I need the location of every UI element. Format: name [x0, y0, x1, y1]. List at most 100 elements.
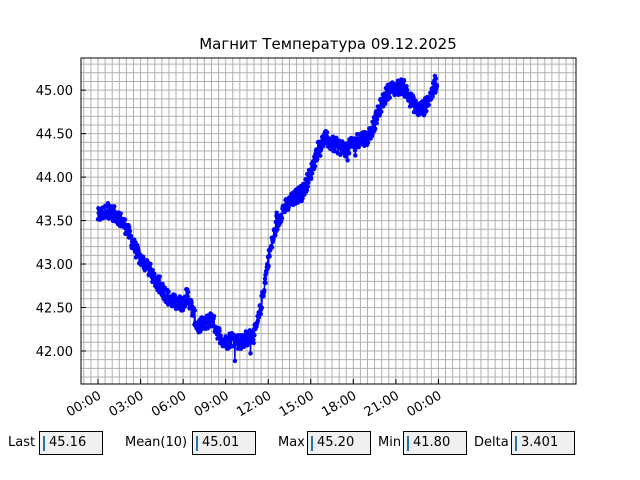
data-point	[397, 87, 402, 93]
data-point	[286, 204, 291, 210]
data-point	[118, 211, 123, 216]
cursor-caret	[311, 436, 313, 451]
data-point	[251, 337, 256, 342]
data-point	[128, 233, 134, 239]
y-tick-label: 43.00	[36, 258, 73, 273]
grid	[81, 58, 576, 384]
data-point	[275, 227, 280, 232]
data-point	[279, 215, 285, 221]
data-point	[238, 346, 244, 351]
data-point	[310, 171, 315, 176]
cursor-caret	[43, 436, 45, 451]
data-point	[405, 87, 410, 93]
data-point	[324, 130, 330, 135]
max-value-field[interactable]: 45.20	[307, 431, 371, 455]
data-point	[150, 267, 155, 273]
data-point	[152, 271, 157, 276]
data-point	[318, 153, 323, 158]
mean-value: 45.01	[202, 435, 240, 450]
x-tick-label: 00:00	[64, 388, 104, 420]
max-label: Max	[278, 435, 305, 450]
max-value: 45.20	[317, 435, 355, 450]
mean-label: Mean(10)	[125, 435, 188, 450]
data-point	[426, 102, 431, 108]
cursor-caret	[515, 436, 517, 451]
data-point	[127, 229, 133, 234]
x-tick-label: 12:00	[234, 388, 274, 420]
data-point	[256, 315, 262, 320]
data-point	[413, 98, 418, 103]
data-point	[373, 126, 378, 131]
data-point	[160, 281, 165, 287]
cursor-caret	[196, 436, 198, 451]
data-point	[105, 201, 111, 206]
data-point	[218, 333, 223, 338]
delta-value: 3.401	[521, 435, 559, 450]
data-point	[189, 300, 194, 305]
data-point	[345, 158, 350, 163]
data-point	[252, 333, 257, 338]
data-point	[366, 140, 371, 145]
data-point	[156, 277, 161, 283]
data-point	[387, 95, 392, 100]
data-point	[255, 318, 261, 323]
data-point	[401, 78, 407, 83]
data-point	[274, 210, 279, 215]
y-tick-label: 43.50	[36, 215, 73, 230]
mean-value-field[interactable]: 45.01	[192, 431, 256, 455]
delta-value-field[interactable]: 3.401	[511, 431, 575, 455]
data-point	[211, 313, 217, 319]
data-point	[166, 289, 171, 294]
data-point	[267, 254, 272, 259]
data-point	[148, 261, 153, 267]
data-point	[346, 151, 352, 156]
last-value: 45.16	[49, 435, 87, 450]
last-value-field[interactable]: 45.16	[39, 431, 103, 455]
x-tick-label: 21:00	[362, 388, 402, 420]
x-tick-label: 09:00	[192, 388, 232, 420]
data-point	[251, 340, 256, 346]
data-point	[374, 117, 380, 122]
series-line	[97, 75, 438, 362]
data-point	[306, 180, 311, 185]
delta-label: Delta	[474, 435, 509, 450]
x-tick-label: 00:00	[404, 388, 444, 420]
data-point	[172, 293, 178, 298]
data-point	[262, 276, 268, 281]
data-point	[232, 358, 238, 364]
data-point	[165, 294, 170, 299]
y-tick-label: 44.00	[36, 171, 73, 186]
data-point	[304, 187, 310, 193]
data-point	[190, 313, 195, 318]
data-point	[269, 245, 275, 250]
min-label: Min	[378, 435, 402, 450]
data-point	[258, 311, 263, 317]
x-tick-label: 06:00	[149, 388, 189, 420]
data-point	[305, 184, 311, 189]
y-tick-label: 44.50	[36, 128, 73, 143]
y-tick-label: 45.00	[36, 84, 73, 99]
min-value-field[interactable]: 41.80	[403, 431, 467, 455]
temperature-chart: Магнит Температура 09.12.2025 42.00 42.50…	[36, 35, 577, 420]
data-point	[374, 120, 379, 126]
data-point	[141, 255, 146, 261]
data-point	[338, 152, 343, 157]
data-point	[185, 289, 191, 295]
data-point	[273, 233, 278, 238]
data-point	[355, 132, 360, 137]
series-temperature	[95, 73, 440, 364]
data-point	[259, 305, 264, 310]
data-point	[411, 95, 416, 100]
x-tick-label: 18:00	[319, 388, 359, 420]
data-point	[192, 308, 197, 313]
stats-bar: Last 45.16 Mean(10) 45.01 Max 45.20 Min …	[0, 431, 640, 459]
data-point	[404, 84, 409, 89]
data-point	[262, 288, 267, 293]
data-point	[430, 94, 435, 99]
data-point	[127, 224, 132, 230]
data-point	[433, 76, 439, 81]
data-point	[157, 274, 162, 279]
data-point	[261, 293, 266, 299]
cursor-caret	[407, 436, 409, 451]
data-point	[266, 263, 271, 269]
